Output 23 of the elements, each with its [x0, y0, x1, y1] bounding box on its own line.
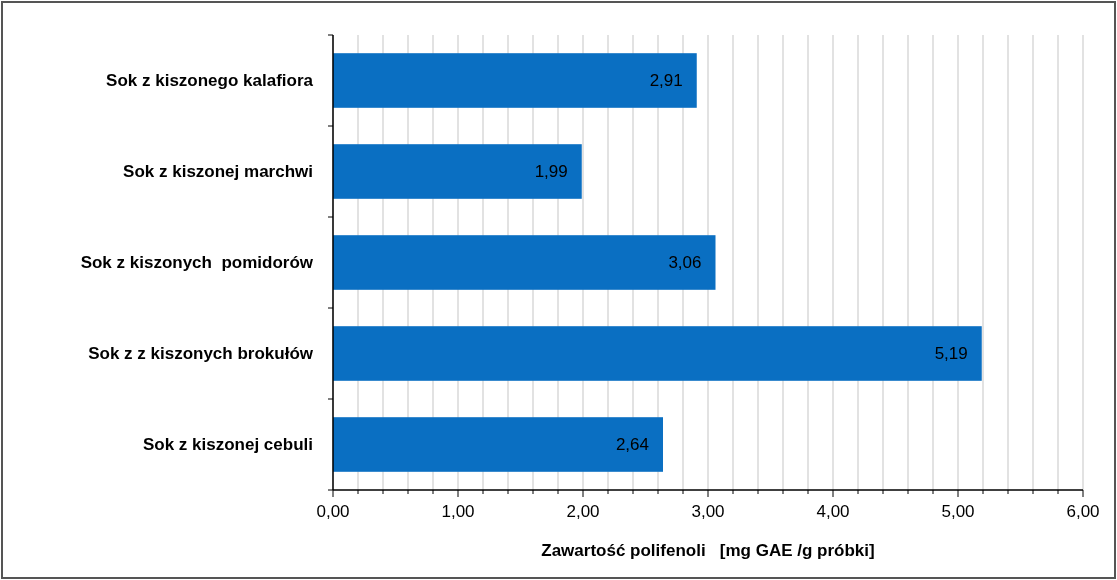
- x-tick-label: 4,00: [816, 502, 850, 521]
- y-tick-label: Sok z kiszonego kalafiora: [106, 71, 314, 91]
- bar: [333, 417, 663, 472]
- y-tick-label: Sok z kiszonych pomidorów: [80, 253, 314, 273]
- data-label: 5,19: [934, 344, 968, 364]
- bar: [333, 53, 697, 108]
- y-tick-label: Sok z kiszonej cebuli: [142, 435, 313, 455]
- x-tick-label: 6,00: [1066, 502, 1100, 521]
- x-tick-label: 2,00: [566, 502, 600, 521]
- data-label: 1,99: [534, 162, 568, 182]
- x-tick-label: 0,00: [316, 502, 350, 521]
- x-tick-label: 5,00: [941, 502, 975, 521]
- x-tick-label: 1,00: [441, 502, 475, 521]
- x-tick-label: 3,00: [691, 502, 725, 521]
- y-tick-label: Sok z kiszonej marchwi: [123, 162, 313, 182]
- bar: [333, 144, 582, 199]
- data-label: 3,06: [668, 253, 702, 273]
- bar: [333, 326, 982, 381]
- data-label: 2,64: [615, 435, 649, 455]
- x-axis-title: Zawartość polifenoli [mg GAE /g próbki]: [541, 541, 875, 560]
- bar: [333, 235, 716, 290]
- data-label: 2,91: [649, 71, 683, 91]
- y-tick-label: Sok z z kiszonych brokułów: [88, 344, 314, 364]
